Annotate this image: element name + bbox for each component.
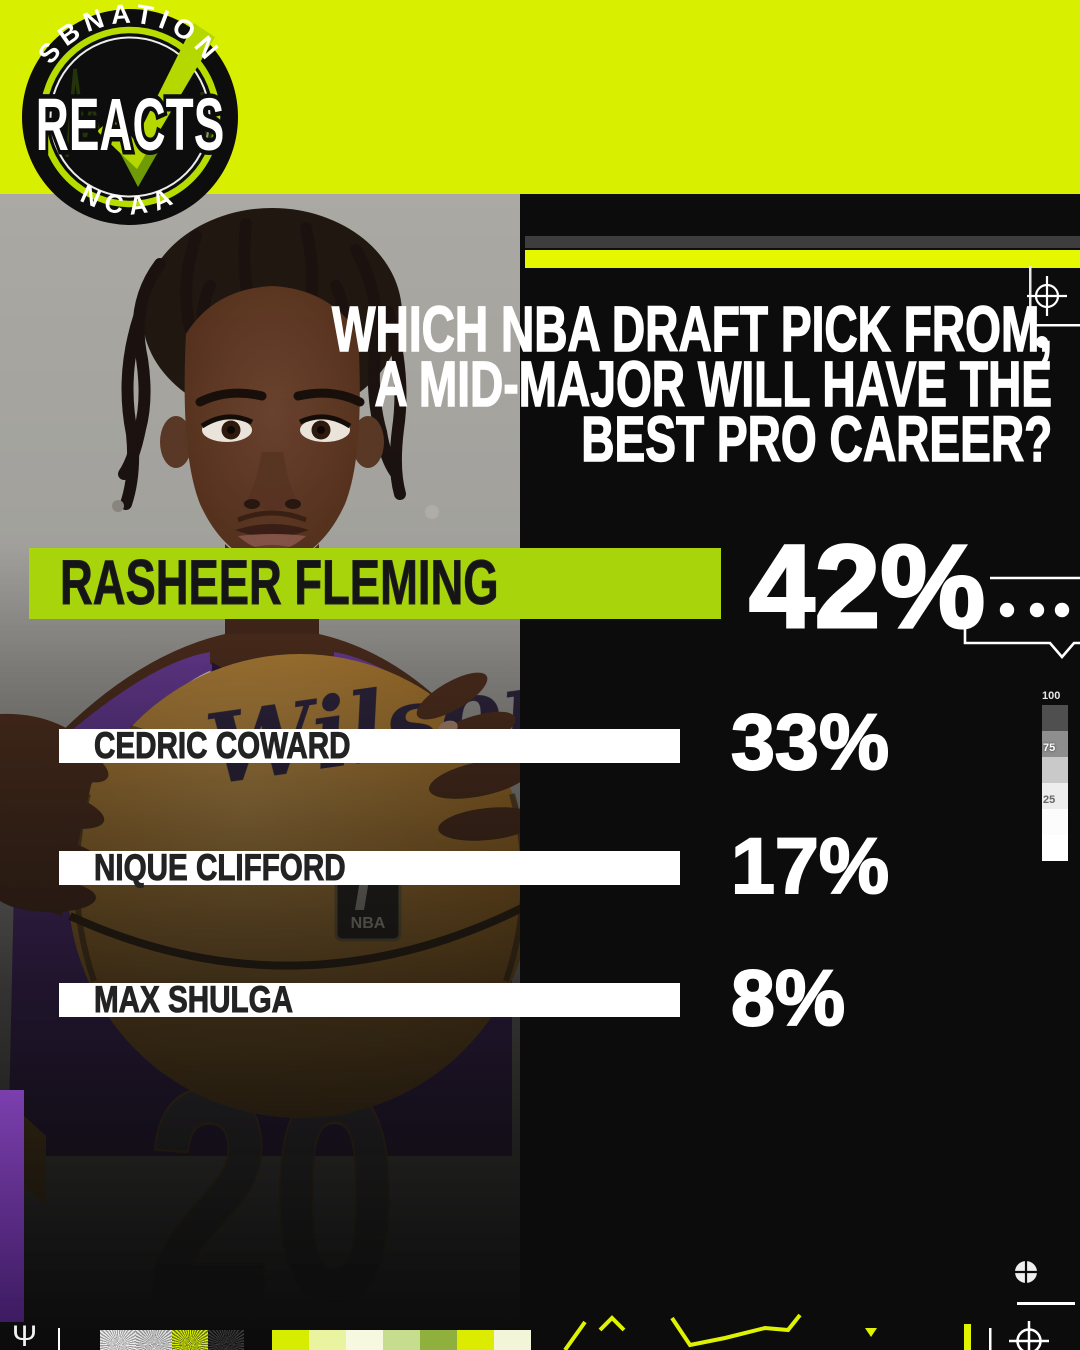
result-pct: 17% xyxy=(730,821,890,910)
question-line-2: A MID-MAJOR WILL HAVE THE xyxy=(374,348,1053,420)
logo-word: REACTS xyxy=(36,84,225,167)
legend-swatch xyxy=(1042,783,1068,809)
legend-swatch xyxy=(1042,731,1068,757)
color-swatch xyxy=(494,1330,531,1350)
legend-label-25: 25 xyxy=(1043,794,1056,806)
gray-stripe xyxy=(525,236,1080,248)
legend-swatch xyxy=(1042,809,1068,835)
arrow-tick-icon xyxy=(865,1328,877,1337)
grayscale-legend: 100 75 25 xyxy=(1042,690,1068,866)
starburst-swatch xyxy=(100,1330,136,1350)
crosshair-icon xyxy=(1009,1321,1049,1350)
player-photo-art: 20 Wilson NBA xyxy=(0,194,579,1350)
result-bar: NIQUE CLIFFORD xyxy=(59,847,680,888)
result-bar: CEDRIC COWARD xyxy=(59,725,680,766)
starburst-swatch xyxy=(172,1330,208,1350)
result-name: MAX SHULGA xyxy=(94,979,294,1020)
reacts-logo: SBNATION NCAA REACTS xyxy=(22,0,238,225)
yellow-stripe xyxy=(525,250,1080,268)
pulse-line xyxy=(65,68,218,158)
result-pct: 33% xyxy=(730,697,890,786)
checkmark-icon xyxy=(97,23,215,169)
result-name: CEDRIC COWARD xyxy=(94,725,351,766)
player-photo: 20 Wilson NBA xyxy=(0,194,579,1350)
legend-label-100: 100 xyxy=(1042,690,1061,702)
result-name: NIQUE CLIFFORD xyxy=(94,847,346,888)
divider-line xyxy=(58,1328,60,1350)
result-bar-leader: RASHEER FLEMING xyxy=(29,548,721,619)
color-swatch xyxy=(420,1330,457,1350)
color-swatch xyxy=(272,1330,309,1350)
result-pct-leader: 42% xyxy=(747,521,986,653)
color-swatch xyxy=(346,1330,383,1350)
legend-swatch xyxy=(1042,835,1068,861)
color-swatch xyxy=(309,1330,346,1350)
color-swatch xyxy=(457,1330,494,1350)
result-name: RASHEER FLEMING xyxy=(60,548,499,619)
psi-mark: Ψ xyxy=(12,1320,38,1350)
starburst-swatch xyxy=(136,1330,172,1350)
color-swatch xyxy=(383,1330,420,1350)
speech-bubble xyxy=(963,576,1080,659)
legend-swatch xyxy=(1042,705,1068,731)
crosshair-icon xyxy=(1027,266,1080,348)
jersey-edge-strip xyxy=(0,1090,24,1322)
result-pct: 8% xyxy=(730,953,846,1042)
question-line-1: WHICH NBA DRAFT PICK FROM, xyxy=(331,293,1052,365)
legend-label-75: 75 xyxy=(1043,742,1056,754)
result-bar: MAX SHULGA xyxy=(59,979,680,1020)
starburst-swatch xyxy=(208,1330,244,1350)
sparkline xyxy=(563,1302,1075,1350)
legend-swatch xyxy=(1042,757,1068,783)
question-line-3: BEST PRO CAREER? xyxy=(580,403,1052,475)
registration-dot-icon xyxy=(1010,1257,1042,1287)
photo-shade xyxy=(0,194,520,1350)
